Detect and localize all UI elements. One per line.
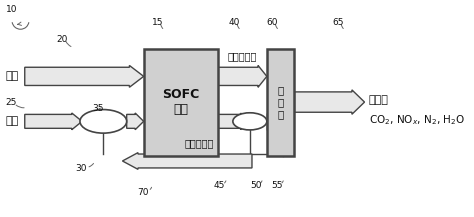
Text: 15: 15 (152, 18, 164, 27)
Text: 10: 10 (6, 5, 17, 15)
Text: 25: 25 (6, 98, 17, 107)
Text: 经消耗燃料: 经消耗燃料 (184, 139, 214, 149)
Polygon shape (122, 153, 252, 169)
Text: 65: 65 (333, 18, 344, 27)
Polygon shape (218, 113, 246, 130)
Polygon shape (127, 113, 144, 130)
Polygon shape (25, 66, 144, 87)
Text: 20: 20 (56, 35, 68, 44)
Text: 空气: 空气 (6, 71, 19, 81)
Circle shape (233, 113, 267, 130)
Text: 60: 60 (267, 18, 278, 27)
Text: 排气：: 排气： (369, 95, 389, 105)
Text: 70: 70 (137, 187, 149, 197)
Text: 45: 45 (214, 181, 225, 190)
Text: 40: 40 (228, 18, 240, 27)
Text: 55: 55 (271, 181, 283, 190)
Text: 燃
烧
室: 燃 烧 室 (277, 85, 284, 119)
Polygon shape (294, 90, 365, 114)
FancyBboxPatch shape (267, 49, 294, 156)
FancyBboxPatch shape (144, 49, 218, 156)
Text: 燃料: 燃料 (6, 116, 19, 126)
Circle shape (80, 110, 127, 133)
Text: 50: 50 (250, 181, 261, 190)
Text: 30: 30 (76, 164, 87, 173)
Text: 经消耗空气: 经消耗空气 (228, 51, 257, 61)
Text: CO$_2$, NO$_x$, N$_2$, H$_2$O: CO$_2$, NO$_x$, N$_2$, H$_2$O (369, 113, 465, 127)
Polygon shape (218, 66, 267, 87)
Text: 35: 35 (93, 104, 104, 113)
Polygon shape (25, 113, 82, 130)
Text: SOFC
模块: SOFC 模块 (162, 88, 200, 116)
